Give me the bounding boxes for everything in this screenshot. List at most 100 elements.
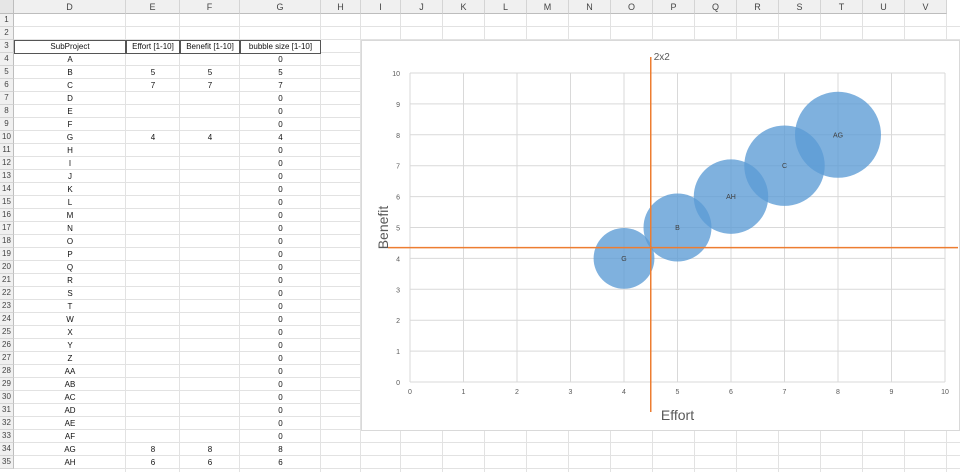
value-cell[interactable]: 4 bbox=[150, 133, 156, 142]
subproject-cell[interactable]: AH bbox=[64, 458, 76, 467]
value-cell[interactable] bbox=[126, 378, 180, 391]
value-cell[interactable]: 0 bbox=[278, 406, 283, 415]
subproject-cell[interactable]: AG bbox=[64, 445, 76, 454]
column-header[interactable]: R bbox=[737, 0, 779, 14]
value-cell[interactable] bbox=[180, 287, 240, 300]
value-cell[interactable] bbox=[126, 235, 180, 248]
value-cell[interactable] bbox=[180, 404, 240, 417]
value-cell[interactable]: 6 bbox=[278, 458, 283, 467]
subproject-cell[interactable]: C bbox=[67, 81, 73, 90]
value-cell[interactable]: 6 bbox=[150, 458, 156, 467]
value-cell[interactable]: 0 bbox=[278, 432, 283, 441]
value-cell[interactable] bbox=[180, 196, 240, 209]
row-header[interactable]: 5 bbox=[0, 66, 14, 79]
value-cell[interactable]: 5 bbox=[150, 68, 156, 77]
value-cell[interactable] bbox=[126, 274, 180, 287]
value-cell[interactable]: 0 bbox=[278, 237, 283, 246]
value-cell[interactable] bbox=[126, 183, 180, 196]
value-cell[interactable] bbox=[126, 196, 180, 209]
subproject-cell[interactable]: P bbox=[67, 250, 73, 259]
subproject-cell[interactable]: F bbox=[67, 120, 73, 129]
row-header[interactable]: 14 bbox=[0, 183, 14, 196]
column-header[interactable]: U bbox=[863, 0, 905, 14]
subproject-cell[interactable]: R bbox=[67, 276, 73, 285]
column-header[interactable]: F bbox=[180, 0, 240, 14]
value-cell[interactable] bbox=[180, 326, 240, 339]
value-cell[interactable]: 0 bbox=[278, 354, 283, 363]
value-cell[interactable]: 0 bbox=[278, 341, 283, 350]
subproject-cell[interactable]: A bbox=[67, 55, 73, 64]
row-header[interactable]: 28 bbox=[0, 365, 14, 378]
row-header[interactable]: 15 bbox=[0, 196, 14, 209]
subproject-cell[interactable]: AC bbox=[64, 393, 76, 402]
row-header[interactable]: 13 bbox=[0, 170, 14, 183]
row-header[interactable]: 9 bbox=[0, 118, 14, 131]
value-cell[interactable] bbox=[180, 170, 240, 183]
value-cell[interactable] bbox=[180, 53, 240, 66]
value-cell[interactable]: 8 bbox=[278, 445, 283, 454]
column-header[interactable]: S bbox=[779, 0, 821, 14]
value-cell[interactable] bbox=[126, 53, 180, 66]
value-cell[interactable] bbox=[126, 404, 180, 417]
row-header[interactable]: 30 bbox=[0, 391, 14, 404]
value-cell[interactable]: 0 bbox=[278, 224, 283, 233]
value-cell[interactable] bbox=[180, 365, 240, 378]
row-header[interactable]: 17 bbox=[0, 222, 14, 235]
value-cell[interactable] bbox=[126, 391, 180, 404]
column-header[interactable]: M bbox=[527, 0, 569, 14]
row-header[interactable]: 3 bbox=[0, 40, 14, 53]
value-cell[interactable] bbox=[180, 209, 240, 222]
table-header-cell[interactable]: Effort [1-10] bbox=[126, 40, 180, 54]
bubble-chart[interactable]: 0 1 2 3 4 5 6 7 8 9 10 0 1 2 3 4 5 6 7 8 9 10 G B AH C AG 2x2 Effort… bbox=[361, 40, 960, 431]
column-header[interactable]: D bbox=[14, 0, 126, 14]
value-cell[interactable]: 0 bbox=[278, 315, 283, 324]
value-cell[interactable] bbox=[126, 105, 180, 118]
value-cell[interactable]: 0 bbox=[278, 419, 283, 428]
table-header-cell[interactable]: bubble size [1-10] bbox=[240, 40, 321, 54]
value-cell[interactable] bbox=[126, 326, 180, 339]
subproject-cell[interactable]: B bbox=[67, 68, 73, 77]
value-cell[interactable] bbox=[180, 248, 240, 261]
value-cell[interactable] bbox=[126, 209, 180, 222]
value-cell[interactable]: 8 bbox=[150, 445, 156, 454]
subproject-cell[interactable]: L bbox=[67, 198, 73, 207]
subproject-cell[interactable]: H bbox=[67, 146, 73, 155]
value-cell[interactable]: 8 bbox=[207, 445, 213, 454]
value-cell[interactable]: 0 bbox=[278, 263, 283, 272]
value-cell[interactable]: 7 bbox=[207, 81, 213, 90]
row-header[interactable]: 20 bbox=[0, 261, 14, 274]
value-cell[interactable] bbox=[180, 430, 240, 443]
value-cell[interactable] bbox=[180, 157, 240, 170]
row-header[interactable]: 2 bbox=[0, 27, 14, 40]
value-cell[interactable] bbox=[180, 118, 240, 131]
value-cell[interactable] bbox=[126, 300, 180, 313]
value-cell[interactable]: 0 bbox=[278, 211, 283, 220]
value-cell[interactable] bbox=[180, 391, 240, 404]
value-cell[interactable]: 0 bbox=[278, 367, 283, 376]
table-header-cell[interactable]: Benefit [1-10] bbox=[180, 40, 240, 54]
value-cell[interactable]: 5 bbox=[207, 68, 213, 77]
subproject-cell[interactable]: M bbox=[66, 211, 74, 220]
subproject-cell[interactable]: T bbox=[67, 302, 73, 311]
column-header[interactable]: K bbox=[443, 0, 485, 14]
value-cell[interactable] bbox=[180, 261, 240, 274]
value-cell[interactable]: 0 bbox=[278, 94, 283, 103]
value-cell[interactable]: 0 bbox=[278, 172, 283, 181]
select-all-corner[interactable] bbox=[0, 0, 14, 14]
row-header[interactable]: 23 bbox=[0, 300, 14, 313]
row-header[interactable]: 35 bbox=[0, 456, 14, 469]
row-header[interactable]: 31 bbox=[0, 404, 14, 417]
subproject-cell[interactable]: G bbox=[66, 133, 74, 142]
row-header[interactable]: 25 bbox=[0, 326, 14, 339]
value-cell[interactable]: 0 bbox=[278, 120, 283, 129]
value-cell[interactable] bbox=[126, 170, 180, 183]
row-header[interactable]: 22 bbox=[0, 287, 14, 300]
value-cell[interactable]: 6 bbox=[207, 458, 213, 467]
row-header[interactable]: 7 bbox=[0, 92, 14, 105]
value-cell[interactable]: 0 bbox=[278, 380, 283, 389]
value-cell[interactable] bbox=[126, 417, 180, 430]
subproject-cell[interactable]: E bbox=[67, 107, 73, 116]
column-header[interactable]: Q bbox=[695, 0, 737, 14]
value-cell[interactable]: 0 bbox=[278, 107, 283, 116]
subproject-cell[interactable]: S bbox=[67, 289, 73, 298]
